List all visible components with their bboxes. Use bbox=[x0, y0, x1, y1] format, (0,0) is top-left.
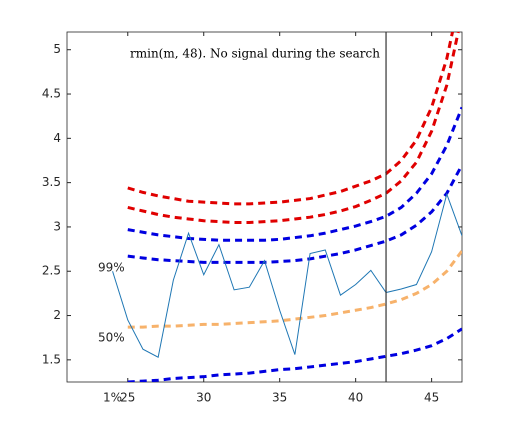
y-tick-label: 3 bbox=[53, 219, 61, 233]
x-tick-label: 35 bbox=[272, 391, 287, 405]
series-line bbox=[127, 32, 460, 225]
series-line bbox=[127, 249, 462, 329]
y-tick-label: 5 bbox=[53, 42, 61, 56]
plot-area bbox=[66, 31, 463, 383]
x-tick-label: 30 bbox=[196, 391, 211, 405]
y-tick-label: 2 bbox=[53, 308, 61, 322]
plot-lines bbox=[112, 32, 462, 382]
series-line bbox=[127, 32, 455, 206]
series-line bbox=[127, 327, 462, 382]
x-tick-label: 40 bbox=[348, 391, 363, 405]
annotation: 1% bbox=[103, 391, 122, 405]
y-tick-label: 4 bbox=[53, 131, 61, 145]
annotation: 99% bbox=[98, 261, 125, 275]
chart-title: rmin(m, 48). No signal during the search bbox=[130, 47, 380, 61]
y-tick-label: 3.5 bbox=[42, 175, 61, 189]
y-tick-label: 1.5 bbox=[42, 352, 61, 366]
x-tick-label: 25 bbox=[120, 391, 135, 405]
y-tick-label: 4.5 bbox=[42, 87, 61, 101]
series-line bbox=[112, 192, 462, 358]
annotation: 50% bbox=[98, 331, 125, 345]
x-tick-label: 45 bbox=[424, 391, 439, 405]
y-tick-label: 2.5 bbox=[42, 264, 61, 278]
